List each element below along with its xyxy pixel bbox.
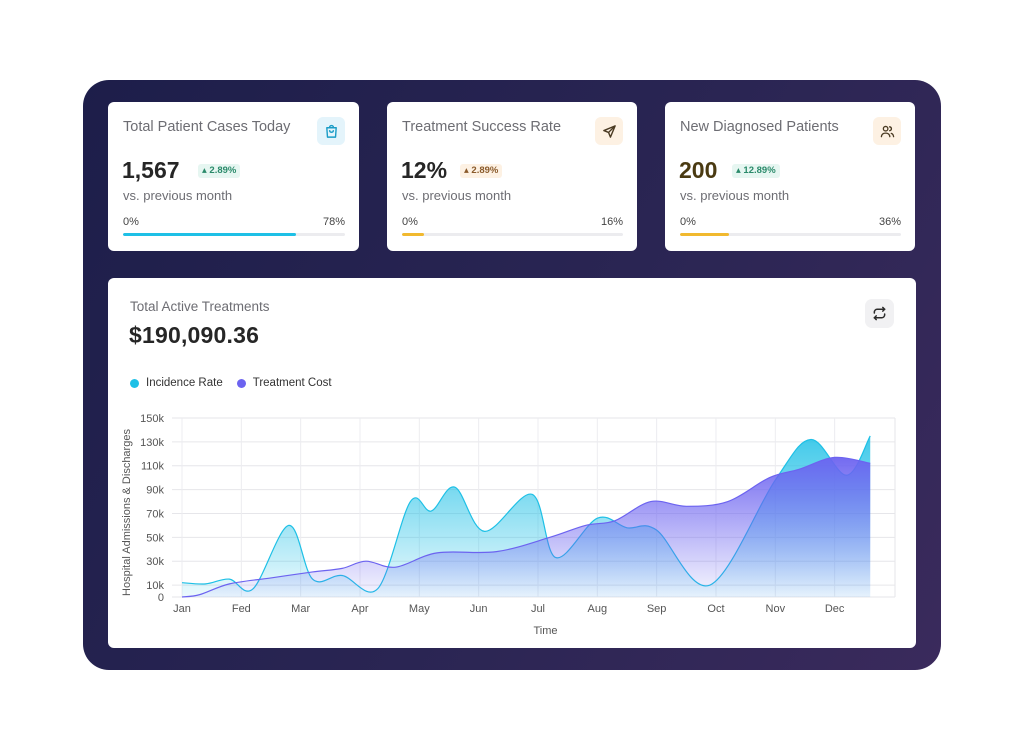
series-layer <box>181 435 871 598</box>
x-tick-label: Oct <box>707 603 724 615</box>
change-badge: ▴ 2.89% <box>460 164 503 178</box>
progress-min-label: 0% <box>680 216 696 228</box>
x-tick-label: Apr <box>351 603 368 615</box>
y-tick-label: 0 <box>158 592 164 604</box>
x-tick-label: Mar <box>291 603 310 615</box>
refresh-button[interactable] <box>865 299 894 328</box>
y-tick-label: 30k <box>146 556 164 568</box>
x-tick-label: May <box>409 603 430 615</box>
series-line-1[interactable] <box>181 456 871 598</box>
send-icon <box>595 117 623 145</box>
chart-title: Total Active Treatments <box>130 299 270 314</box>
x-tick-label: Aug <box>588 603 608 615</box>
progress-max-label: 16% <box>600 216 623 228</box>
x-tick-label: Sep <box>647 603 667 615</box>
x-tick-label: Fed <box>232 603 251 615</box>
y-tick-label: 110k <box>141 461 165 473</box>
progress-min-label: 0% <box>123 216 139 228</box>
progress-min-label: 0% <box>402 216 418 228</box>
legend-label: Incidence Rate <box>146 377 223 389</box>
x-tick-label: Nov <box>766 603 786 615</box>
y-tick-label: 130k <box>140 437 164 449</box>
progress-bar <box>123 233 345 236</box>
stat-card-new-diagnosed[interactable]: New Diagnosed Patients 200 ▴ 12.89% vs. … <box>665 102 915 251</box>
progress-bar <box>402 233 623 236</box>
stat-value: 200 <box>679 157 718 183</box>
legend-swatch <box>236 378 246 388</box>
progress-fill <box>680 233 729 236</box>
chart-legend: Incidence Rate Treatment Cost <box>130 377 332 389</box>
y-tick-label: 50k <box>146 532 164 544</box>
progress-max-label: 78% <box>322 216 345 228</box>
progress-fill <box>402 233 425 236</box>
stat-value: 12% <box>401 157 448 183</box>
stat-title: New Diagnosed Patients <box>680 119 839 135</box>
repeat-icon <box>873 306 886 321</box>
change-badge: ▴ 2.89% <box>198 164 241 178</box>
change-badge-text: 2.89% <box>209 165 237 176</box>
chart-card: Total Active Treatments $190,090.36 Inci… <box>108 278 916 648</box>
change-badge-text: 12.89% <box>743 165 776 176</box>
y-tick-label: 150k <box>140 413 164 425</box>
legend-item[interactable]: Treatment Cost <box>236 377 332 389</box>
up-arrow-icon: ▴ <box>202 165 210 176</box>
stat-subtitle: vs. previous month <box>680 188 790 203</box>
progress-fill <box>123 233 297 236</box>
up-arrow-icon: ▴ <box>464 165 472 176</box>
stat-subtitle: vs. previous month <box>402 188 512 203</box>
series-area-0 <box>182 435 871 597</box>
legend-item[interactable]: Incidence Rate <box>130 377 223 389</box>
y-tick-label: 70k <box>146 508 164 520</box>
progress-bar <box>680 233 901 236</box>
y-tick-label: 10k <box>146 580 164 592</box>
progress-max-label: 36% <box>878 216 901 228</box>
stat-title: Treatment Success Rate <box>402 119 562 135</box>
stat-card-patient-cases[interactable]: Total Patient Cases Today 1,567 ▴ 2.89% … <box>108 102 359 251</box>
change-badge: ▴ 12.89% <box>732 164 780 178</box>
shopping-bag-icon <box>317 117 345 145</box>
legend-label: Treatment Cost <box>252 377 332 389</box>
stat-subtitle: vs. previous month <box>123 188 233 203</box>
dashboard-frame: Total Patient Cases Today 1,567 ▴ 2.89% … <box>83 80 941 670</box>
legend-swatch <box>130 378 139 388</box>
stat-value: 1,567 <box>122 157 180 183</box>
y-axis-label: Hospital Admissions & Discharges <box>121 429 133 596</box>
x-tick-label: Jan <box>173 603 191 615</box>
y-tick-label: 90k <box>146 485 164 497</box>
x-tick-label: Dec <box>825 603 845 615</box>
up-arrow-icon: ▴ <box>736 165 744 176</box>
stat-card-success-rate[interactable]: Treatment Success Rate 12% ▴ 2.89% vs. p… <box>387 102 637 251</box>
chart-total-value: $190,090.36 <box>129 322 260 348</box>
stat-title: Total Patient Cases Today <box>123 119 291 135</box>
users-icon <box>873 117 901 145</box>
x-tick-label: Jul <box>531 603 545 615</box>
series-area-1 <box>182 457 871 597</box>
change-badge-text: 2.89% <box>471 165 499 176</box>
x-axis-label: Time <box>533 625 557 637</box>
x-tick-label: Jun <box>470 603 488 615</box>
